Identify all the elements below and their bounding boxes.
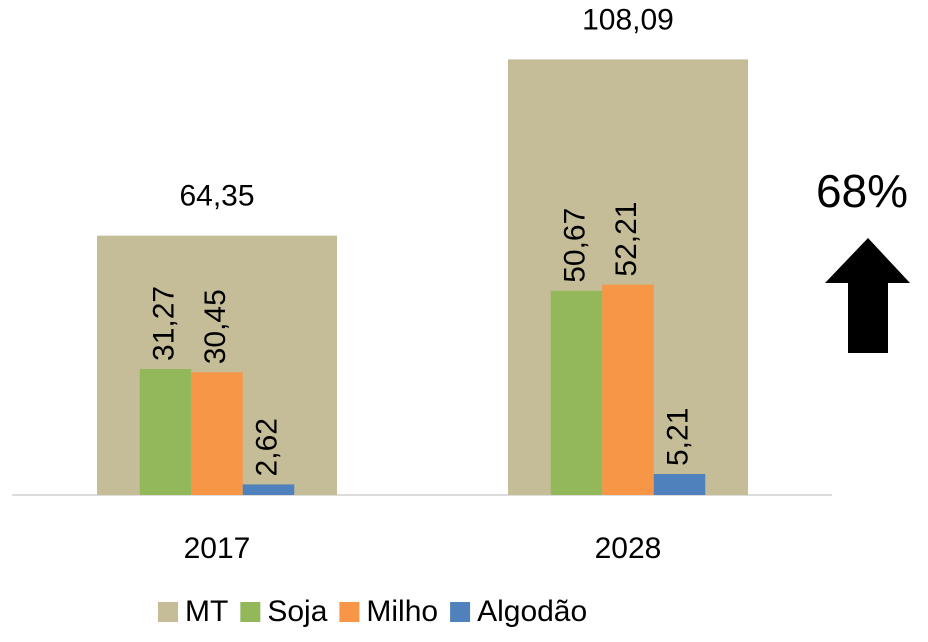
legend-label: Algodão: [477, 595, 587, 628]
bar: [550, 290, 603, 495]
value-label: 64,35: [179, 180, 254, 213]
value-label: 50,67: [558, 208, 591, 283]
legend-swatch: [240, 602, 261, 622]
value-label: 31,27: [147, 286, 180, 361]
legend-label: Soja: [267, 595, 327, 628]
value-label: 30,45: [199, 289, 232, 364]
legend-swatch: [339, 602, 360, 622]
bar: [653, 474, 706, 495]
annotation: 68%: [816, 165, 908, 217]
x-tick-label: 2028: [595, 532, 662, 565]
bar: [139, 368, 192, 495]
bar: [191, 372, 243, 495]
legend-swatch: [450, 602, 471, 622]
legend-swatch: [158, 602, 178, 622]
bar: [242, 484, 295, 495]
legend-label: Milho: [366, 595, 438, 628]
value-label: 108,09: [582, 3, 674, 36]
value-label: 2,62: [250, 418, 283, 476]
bar: [602, 284, 654, 495]
value-label: 52,21: [610, 202, 643, 277]
arrow-up: [825, 238, 910, 353]
value-label: 5,21: [661, 408, 694, 466]
x-tick-label: 2017: [184, 532, 251, 565]
legend-label: MT: [185, 595, 228, 628]
